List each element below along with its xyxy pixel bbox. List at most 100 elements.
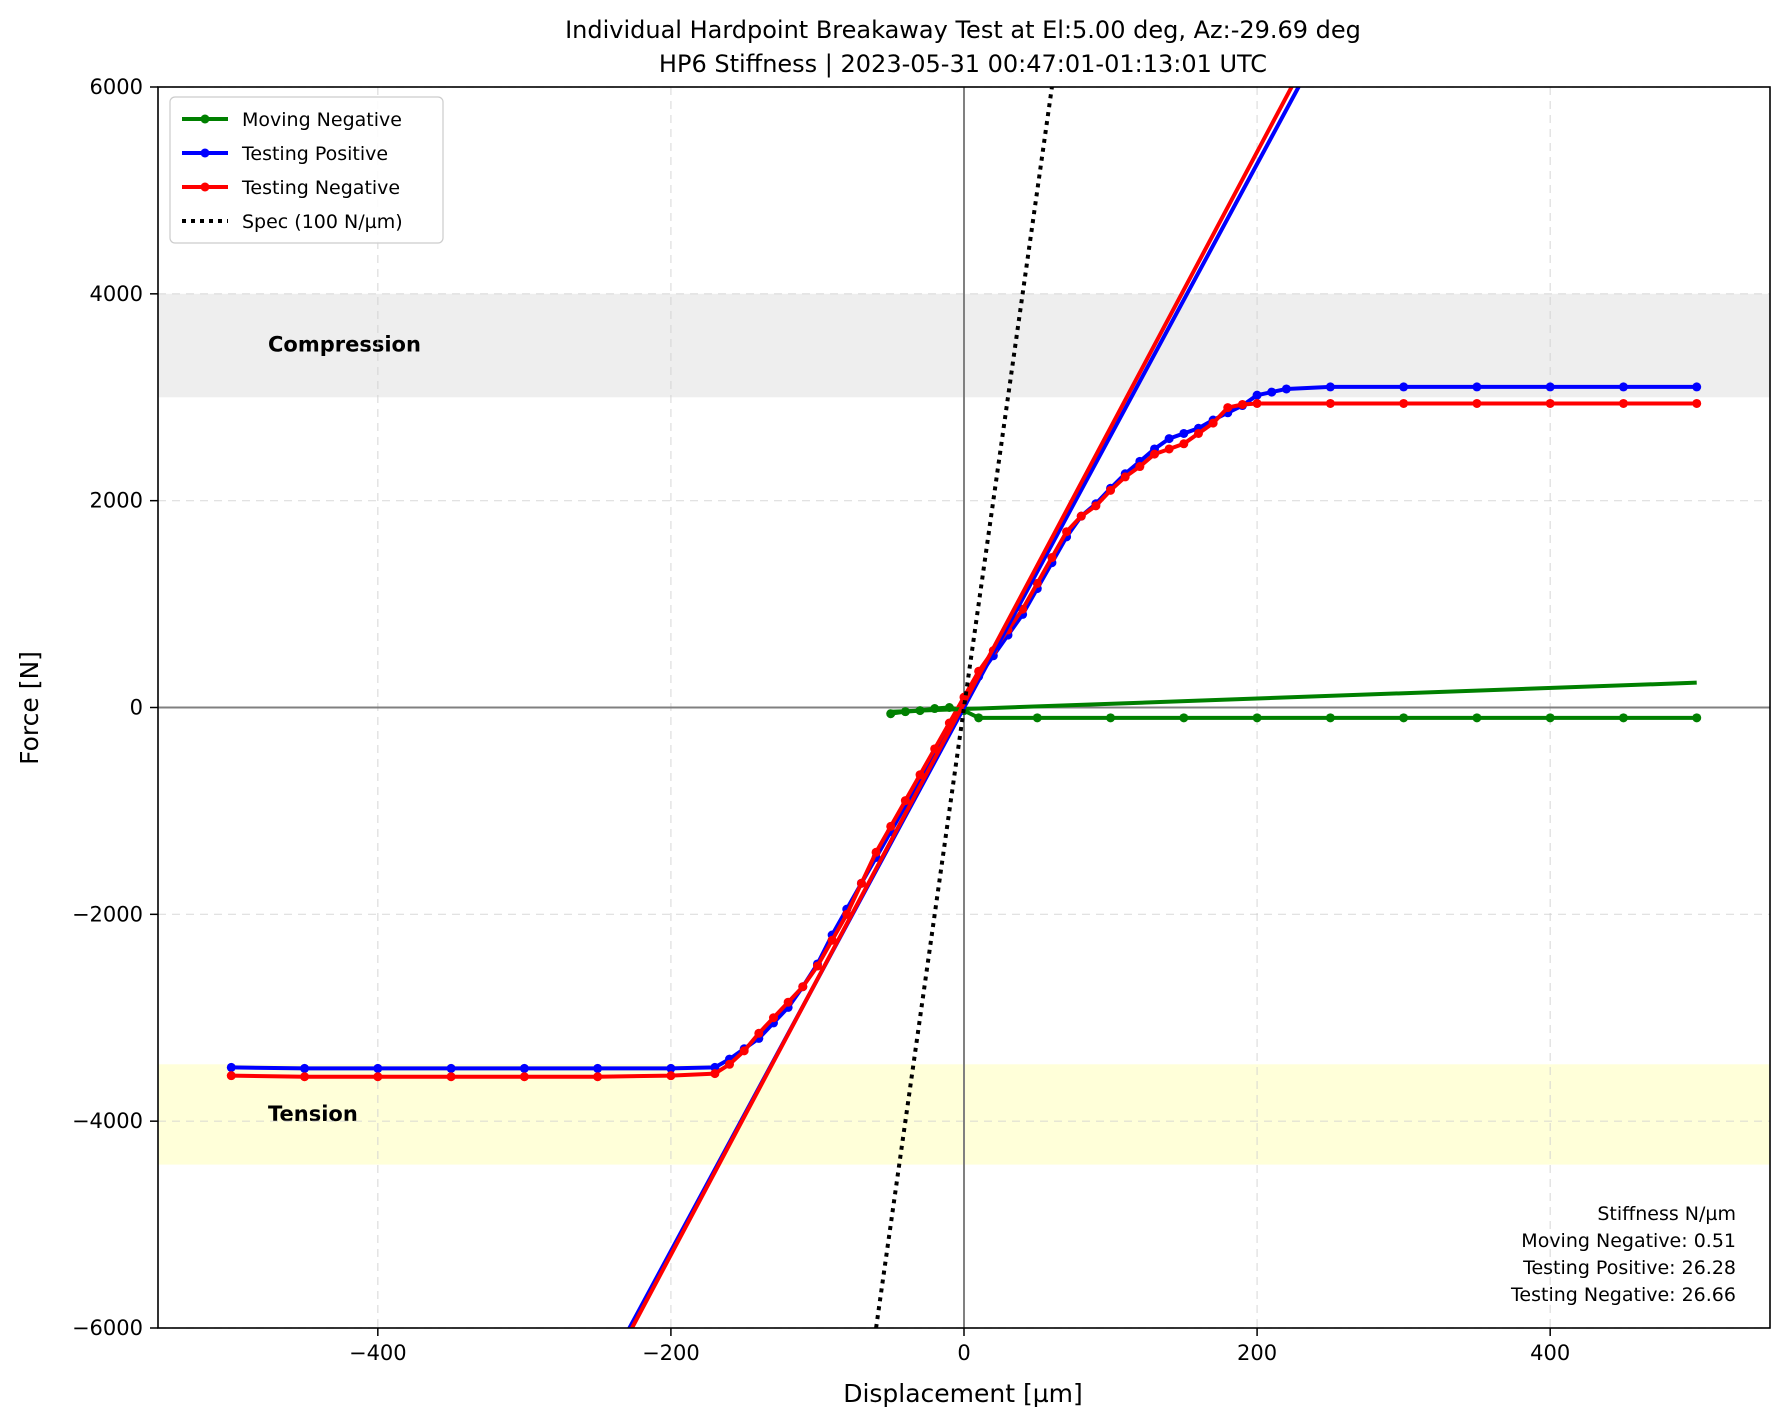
- testing-negative-point: [666, 1071, 676, 1081]
- stats-title: Stiffness N/µm: [1597, 1203, 1736, 1225]
- y-axis-label: Force [N]: [15, 651, 44, 765]
- testing-negative-point: [1150, 449, 1160, 459]
- stats-line: Moving Negative: 0.51: [1521, 1230, 1736, 1252]
- testing-positive-point: [1164, 434, 1174, 444]
- testing-negative-point: [725, 1059, 735, 1069]
- legend-box: [169, 96, 444, 244]
- y-tick-label: −4000: [72, 1109, 143, 1133]
- testing-negative-point: [886, 821, 896, 831]
- y-tick-label: −2000: [72, 902, 143, 926]
- moving-negative-point: [1325, 713, 1335, 723]
- testing-positive-point: [1545, 382, 1555, 392]
- testing-negative-point: [1135, 462, 1145, 472]
- moving-negative-point: [1252, 713, 1262, 723]
- testing-negative-point: [827, 935, 837, 945]
- testing-positive-point: [710, 1062, 720, 1072]
- legend-marker-testing-positive: [200, 148, 210, 158]
- testing-negative-point: [1032, 578, 1042, 588]
- testing-negative-point: [754, 1028, 764, 1038]
- testing-negative-point: [710, 1069, 720, 1079]
- moving-negative-fit-line: [890, 680, 1697, 714]
- testing-negative-point: [1252, 398, 1262, 408]
- testing-negative-series: [226, 398, 1702, 1082]
- testing-negative-point: [519, 1072, 529, 1082]
- moving-negative-point: [974, 713, 984, 723]
- testing-negative-point: [856, 878, 866, 888]
- testing-positive-point: [1618, 382, 1628, 392]
- plot-layer: [158, 87, 1770, 1328]
- testing-positive-point: [373, 1063, 383, 1073]
- testing-negative-point: [373, 1072, 383, 1082]
- testing-negative-point: [798, 982, 808, 992]
- moving-negative-point: [1545, 713, 1555, 723]
- testing-negative-point: [226, 1071, 236, 1081]
- stats-line: Testing Positive: 26.28: [1522, 1257, 1736, 1279]
- x-tick-label: 0: [957, 1341, 970, 1365]
- axes-layer: −400 −200 0 200 400−6000−4000−20000200040006…: [72, 75, 1771, 1365]
- testing-negative-point: [593, 1072, 603, 1082]
- testing-positive-point: [593, 1063, 603, 1073]
- testing-negative-point: [783, 997, 793, 1007]
- testing-positive-point: [1252, 390, 1262, 400]
- y-tick-label: −6000: [72, 1316, 143, 1340]
- x-tick-label: 200: [1237, 1341, 1277, 1365]
- moving-negative-point: [1399, 713, 1409, 723]
- x-axis-label: Displacement [µm]: [843, 1379, 1083, 1408]
- legend-label-moving-negative: Moving Negative: [242, 109, 402, 131]
- testing-negative-point: [1164, 444, 1174, 454]
- stiffness-stats: Stiffness N/µm Moving Negative: 0.51 Testi…: [1510, 1203, 1736, 1306]
- testing-positive-point: [226, 1062, 236, 1072]
- chart-title: Individual Hardpoint Breakaway Test at E…: [565, 16, 1361, 44]
- moving-negative-point: [1106, 713, 1116, 723]
- testing-negative-point: [1091, 501, 1101, 511]
- testing-negative-point: [1179, 439, 1189, 449]
- testing-negative-point: [446, 1072, 456, 1082]
- legend-marker-moving-negative: [200, 114, 210, 124]
- tension-band-label: Tension: [268, 1102, 358, 1126]
- testing-negative-point: [900, 796, 910, 806]
- testing-positive-point: [1281, 384, 1291, 394]
- legend-label-testing-positive: Testing Positive: [241, 143, 388, 165]
- legend-marker-testing-negative: [200, 182, 210, 192]
- testing-negative-fit-line: [629, 87, 1294, 1328]
- testing-negative-point: [1545, 398, 1555, 408]
- testing-negative-point: [300, 1072, 310, 1082]
- testing-negative-point: [768, 1013, 778, 1023]
- testing-positive-point: [519, 1063, 529, 1073]
- testing-positive-point: [666, 1063, 676, 1073]
- testing-negative-point: [1120, 472, 1130, 482]
- legend-label-spec-100-n-m: Spec (100 N/µm): [242, 211, 403, 233]
- stats-line: Testing Negative: 26.66: [1510, 1284, 1736, 1306]
- y-tick-label: 0: [130, 696, 143, 720]
- testing-negative-point: [1047, 553, 1057, 563]
- testing-negative-point: [1472, 398, 1482, 408]
- testing-negative-point: [1399, 398, 1409, 408]
- legend: Moving Negative Testing Positive Testing N…: [169, 96, 444, 244]
- legend-label-testing-negative: Testing Negative: [241, 177, 400, 199]
- y-tick-label: 4000: [90, 282, 143, 306]
- testing-negative-point: [1325, 398, 1335, 408]
- moving-negative-point: [1692, 713, 1702, 723]
- moving-negative-point: [1032, 713, 1042, 723]
- testing-positive-point: [300, 1063, 310, 1073]
- testing-negative-point: [1208, 418, 1218, 428]
- testing-positive-point: [1692, 382, 1702, 392]
- x-tick-label: −200: [642, 1341, 700, 1365]
- testing-negative-point: [812, 961, 822, 971]
- testing-positive-point: [1399, 382, 1409, 392]
- testing-negative-point: [1062, 527, 1072, 537]
- testing-positive-point: [1267, 387, 1277, 397]
- testing-negative-point: [915, 770, 925, 780]
- testing-negative-point: [739, 1046, 749, 1056]
- x-tick-label: 400: [1530, 1341, 1570, 1365]
- y-tick-label: 2000: [90, 489, 143, 513]
- testing-negative-point: [1106, 485, 1116, 495]
- moving-negative-point: [1618, 713, 1628, 723]
- testing-negative-point: [871, 847, 881, 857]
- testing-negative-point: [1692, 398, 1702, 408]
- moving-negative-point: [1179, 713, 1189, 723]
- chart-subtitle: HP6 Stiffness | 2023-05-31 00:47:01-01:1…: [659, 50, 1267, 78]
- testing-negative-point: [1223, 403, 1233, 413]
- testing-positive-point: [1472, 382, 1482, 392]
